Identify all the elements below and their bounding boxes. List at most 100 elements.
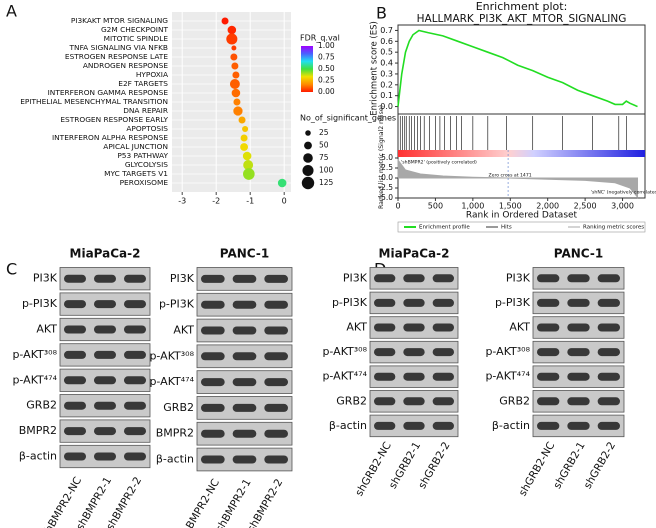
blot-band	[64, 376, 86, 385]
x-tick-label: 0	[282, 197, 287, 206]
x-tick-label: 2,500	[574, 202, 597, 211]
blot-band	[567, 348, 590, 357]
legend-dot	[304, 141, 312, 150]
blot-band	[374, 274, 396, 283]
blot-band	[201, 429, 225, 438]
blot-band	[567, 421, 590, 430]
blot-band	[124, 452, 146, 461]
blot-band	[264, 455, 288, 464]
blot-row-label: PI3K	[343, 271, 368, 284]
x-tick-label: -2	[212, 197, 220, 206]
blot-band	[232, 352, 257, 361]
blot-band	[597, 298, 620, 307]
y-tick-label: 0.4	[380, 59, 393, 68]
legend-box	[397, 221, 646, 233]
blot-band	[537, 323, 560, 332]
blot-band	[403, 372, 425, 381]
annotation: 'shNC' (negatively correlated)	[591, 190, 656, 196]
chart-subtitle: HALLMARK_PI3K_AKT_MTOR_SIGNALING	[417, 13, 627, 25]
blot-band	[201, 352, 225, 361]
blot-band	[374, 372, 396, 381]
blot-band	[537, 397, 560, 406]
y-tick-label: APOPTOSIS	[126, 124, 168, 133]
blot-row-label: p-AKT³⁰⁸	[322, 345, 367, 358]
y-tick-label: 0.5	[380, 48, 393, 57]
blot-row-label: PI3K	[506, 271, 531, 284]
chart-title: Enrichment plot:	[476, 0, 568, 13]
dot	[221, 17, 229, 25]
blot-band	[567, 397, 590, 406]
blot-band	[432, 298, 454, 307]
annotation: 'shBMPR2' (positively correlated)	[401, 160, 477, 166]
blot-band	[232, 455, 257, 464]
blot-row-label: AKT	[509, 321, 530, 334]
blot-band	[124, 350, 146, 359]
blot-band	[403, 298, 425, 307]
y-tick-label: DNA REPAIR	[123, 106, 168, 115]
blot-band	[432, 372, 454, 381]
blot-row-label: p-AKT³⁰⁸	[485, 345, 530, 358]
blot-title: MiaPaCa-2	[379, 247, 450, 261]
blot-band	[597, 372, 620, 381]
lane-label: shGRB2-NC	[353, 440, 394, 498]
blot-band	[264, 378, 288, 387]
blot-band	[537, 298, 560, 307]
dot	[231, 45, 237, 51]
blot-row-label: AKT	[173, 324, 194, 337]
blot-band	[64, 274, 86, 283]
es-line	[397, 29, 638, 108]
y-tick-label: E2F TARGETS	[118, 79, 168, 88]
blot-band	[201, 326, 225, 335]
x-axis-title: Rank in Ordered Dataset	[466, 211, 578, 221]
blot-band	[124, 325, 146, 334]
y-tick-label: 0.0	[380, 102, 393, 111]
blot-row-label: GRB2	[26, 399, 57, 412]
y2-tick-label: -2.5	[378, 183, 393, 192]
dot	[226, 33, 238, 45]
blot-band	[567, 372, 590, 381]
blot-band	[432, 348, 454, 357]
blot-band	[264, 429, 288, 438]
y2-tick-label: 5.0	[381, 153, 393, 162]
blot-band	[403, 323, 425, 332]
blot-band	[232, 326, 257, 335]
blot-band	[124, 401, 146, 410]
dot	[242, 125, 249, 133]
blot-band	[232, 378, 257, 387]
legend-label: 0.25	[318, 76, 335, 85]
blot-row-label: p-PI3K	[159, 298, 195, 311]
y-tick-label: HYPOXIA	[136, 70, 168, 79]
blot-band	[232, 403, 257, 412]
blot-band	[201, 300, 225, 309]
blot-row-label: p-AKT³⁰⁸	[12, 348, 57, 361]
blot-row-label: GRB2	[163, 401, 194, 414]
x-tick-label: 0	[395, 202, 400, 211]
color-bar	[301, 46, 313, 92]
blot-row-label: PI3K	[170, 272, 195, 285]
dot	[229, 79, 240, 89]
legend-label: 100	[319, 166, 334, 175]
dot	[240, 134, 248, 142]
blot-band	[232, 300, 257, 309]
blot-band	[94, 401, 116, 410]
legend-label: Hits	[501, 225, 512, 231]
blot-band	[374, 298, 396, 307]
blot-band	[597, 323, 620, 332]
legend-label: 25	[319, 128, 329, 137]
blot-row-label: GRB2	[336, 394, 367, 407]
blot-title: MiaPaCa-2	[70, 247, 141, 261]
blot-band	[597, 397, 620, 406]
x-tick-label: -1	[246, 197, 254, 206]
y-tick-label: INTERFERON ALPHA RESPONSE	[52, 133, 168, 142]
x-tick-label: 500	[428, 202, 443, 211]
y-tick-label: TNFA SIGNALING VIA NFKB	[69, 43, 168, 52]
blot-row-label: p-AKT⁴⁷⁴	[485, 370, 530, 383]
dot	[243, 168, 255, 180]
lane-label: shGRB2-NC	[517, 440, 558, 498]
blot-band	[567, 274, 590, 283]
blot-band	[432, 421, 454, 430]
dot	[230, 53, 238, 61]
dot	[277, 178, 287, 188]
y2-tick-label: 0.0	[381, 173, 393, 182]
